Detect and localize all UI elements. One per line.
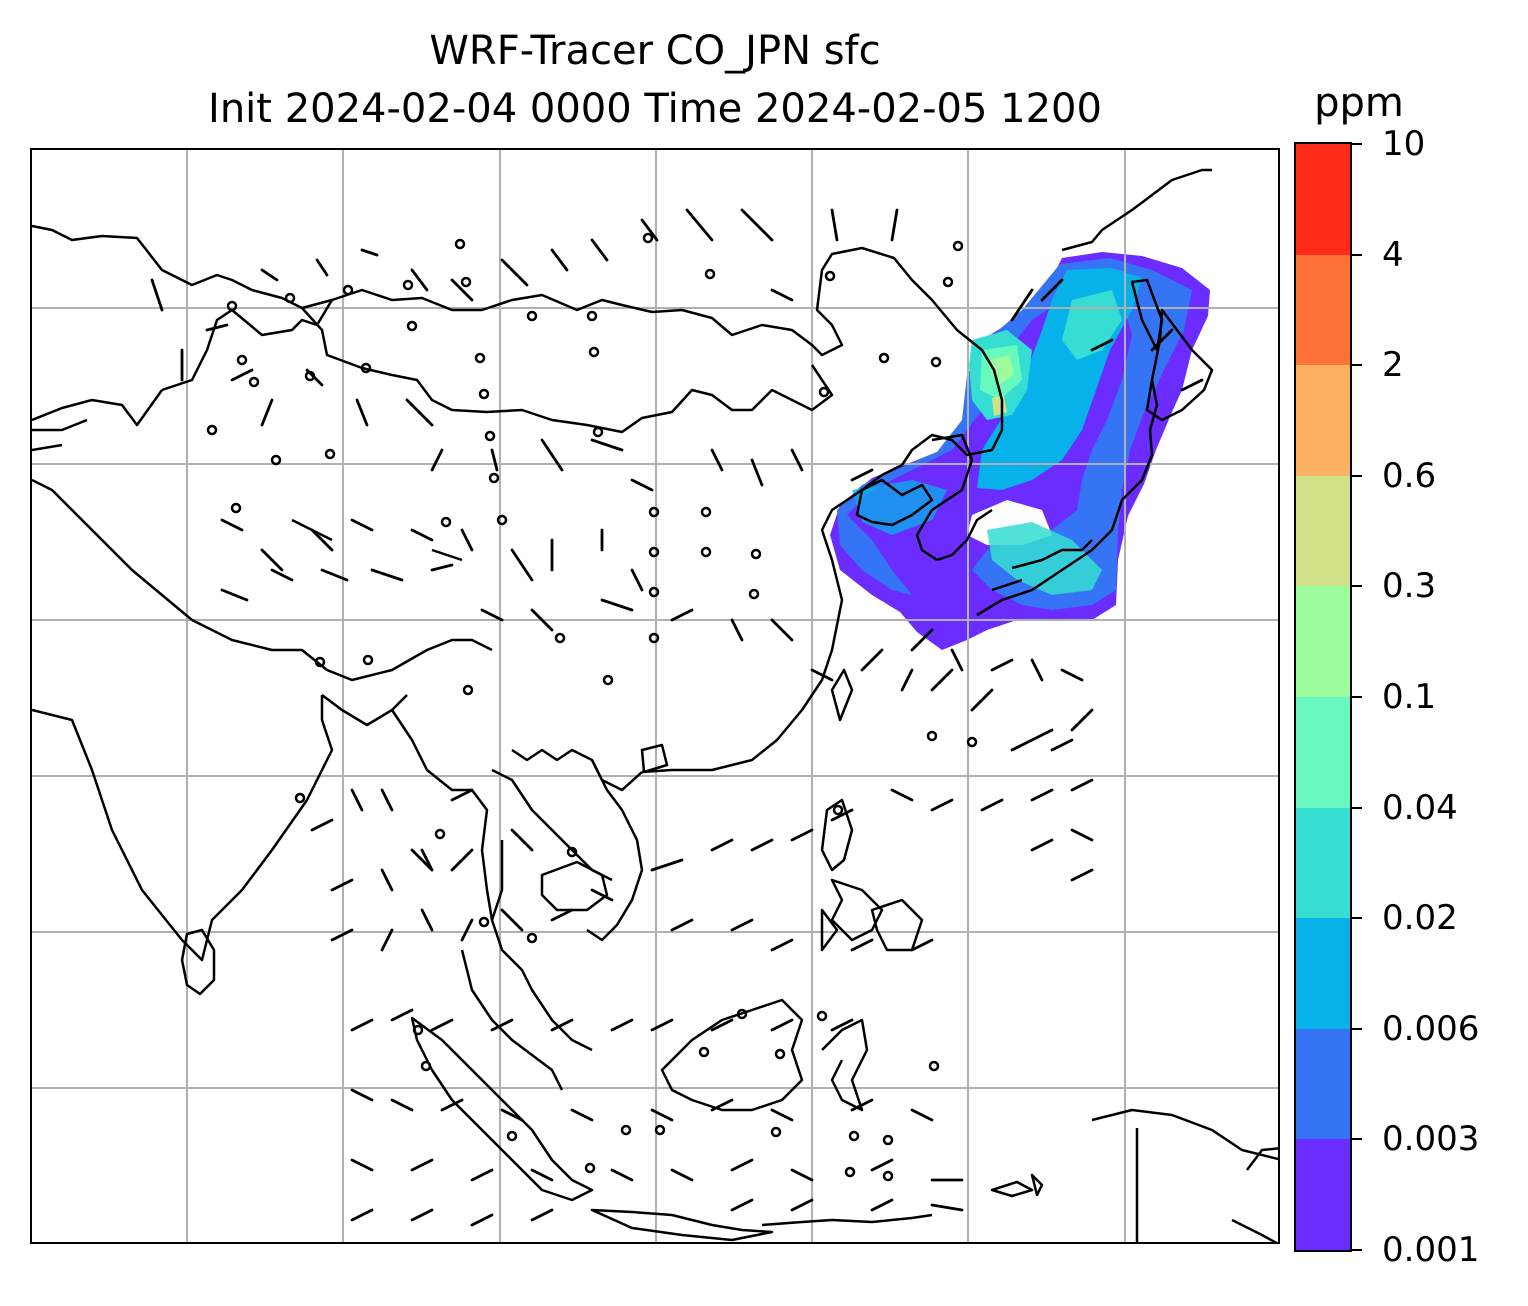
tracer-layer-0.1 [987, 355, 1014, 386]
bangladesh-coast [321, 694, 408, 727]
map-canvas [32, 150, 1278, 1242]
colorbar-segment [1296, 807, 1350, 919]
cambodia-lake [540, 860, 609, 912]
border-russia-china [32, 224, 1004, 491]
tracer-field [830, 252, 1210, 650]
colorbar-segment [1296, 585, 1350, 697]
colorbar-segment [1296, 696, 1350, 808]
japan-south [991, 539, 1093, 592]
border-china-inner [301, 307, 834, 434]
gridlines [32, 150, 1278, 1242]
vietnam-coast [586, 759, 644, 942]
borneo [660, 998, 804, 1112]
japan-hokkaido [1145, 308, 1214, 422]
timor [990, 1173, 1044, 1198]
border-kazakhstan [32, 389, 164, 427]
wind-barbs [150, 208, 1204, 1227]
japan-honshu [976, 379, 1159, 617]
tracer-layer-0.003 [837, 258, 1192, 610]
coast-small-1 [291, 518, 463, 562]
colorbar-tick-label: 0.3 [1382, 566, 1437, 607]
myanmar [390, 709, 494, 921]
colorbar-tick-label: 0.006 [1382, 1008, 1480, 1049]
lesser-sunda [761, 1213, 933, 1227]
colorbar-segment [1296, 1028, 1350, 1140]
colorbar-segment [1296, 254, 1350, 366]
colorbar-tick [1352, 1138, 1362, 1141]
russia-far-east [1061, 168, 1212, 252]
afghanistan [32, 418, 88, 452]
india-north [191, 618, 493, 682]
korea [915, 433, 993, 562]
mindanao [870, 898, 924, 952]
new-guinea [1091, 1108, 1278, 1242]
colorbar-tick-label: 0.6 [1382, 455, 1437, 496]
colorbar-tick [1352, 143, 1362, 145]
colorbar-tick-label: 0.1 [1382, 677, 1437, 717]
coast-south-china [511, 748, 643, 792]
colorbar-tick [1352, 253, 1362, 256]
colorbar-unit-label: ppm [1314, 80, 1404, 126]
coast-china-east [641, 488, 863, 774]
colorbar-tick [1352, 696, 1362, 698]
colorbar-tick [1352, 806, 1362, 809]
hainan [640, 743, 669, 774]
sakhalin [1130, 278, 1164, 352]
malay-peninsula [460, 949, 564, 1091]
map-panel [30, 148, 1280, 1244]
colorbar-tick [1352, 1027, 1362, 1030]
colorbar-tick [1352, 917, 1362, 920]
colorbar-tick [1352, 585, 1362, 588]
border-mongolia [161, 299, 334, 392]
colorbar-tick-label: 0.003 [1382, 1119, 1480, 1160]
colorbar-segment [1296, 475, 1350, 587]
colorbar-tick-label: 0.001 [1382, 1230, 1480, 1270]
east-coast-misc [1231, 1147, 1278, 1242]
philippines-luzon [820, 798, 854, 872]
colorbar-tick [1352, 474, 1362, 477]
colorbar-tick-label: 0.04 [1382, 787, 1458, 828]
colorbar-segment [1296, 917, 1350, 1029]
colorbar-segment [1296, 364, 1350, 476]
colorbar [1294, 142, 1352, 1252]
sri-lanka [180, 928, 216, 996]
pakistan [32, 478, 193, 621]
map-title-line2: Init 2024-02-04 0000 Time 2024-02-05 120… [208, 86, 1102, 132]
colorbar-tick-label: 2 [1382, 345, 1404, 386]
india-coast [32, 695, 334, 962]
sulawesi [821, 1018, 869, 1112]
calm-markers [206, 232, 978, 1182]
colorbar-tick-label: 4 [1382, 234, 1404, 275]
colorbar-tick [1352, 364, 1362, 367]
colorbar-segment [1296, 1138, 1350, 1250]
colorbar-tick-label: 10 [1382, 124, 1426, 164]
taiwan [830, 668, 854, 722]
java [590, 1208, 774, 1242]
coast-bohai [855, 478, 934, 527]
colorbar-tick [1352, 1249, 1362, 1251]
indochina-border [491, 768, 613, 882]
philippines-south [820, 878, 884, 952]
colorbar-tick-label: 0.02 [1382, 898, 1458, 939]
tracer-band-china [852, 480, 947, 535]
thailand-gulf [490, 840, 593, 1052]
colorbar-segment [1296, 143, 1350, 255]
sumatra [410, 1016, 594, 1202]
coastlines [32, 168, 1278, 1242]
map-title-line1: WRF-Tracer CO_JPN sfc [429, 28, 881, 74]
